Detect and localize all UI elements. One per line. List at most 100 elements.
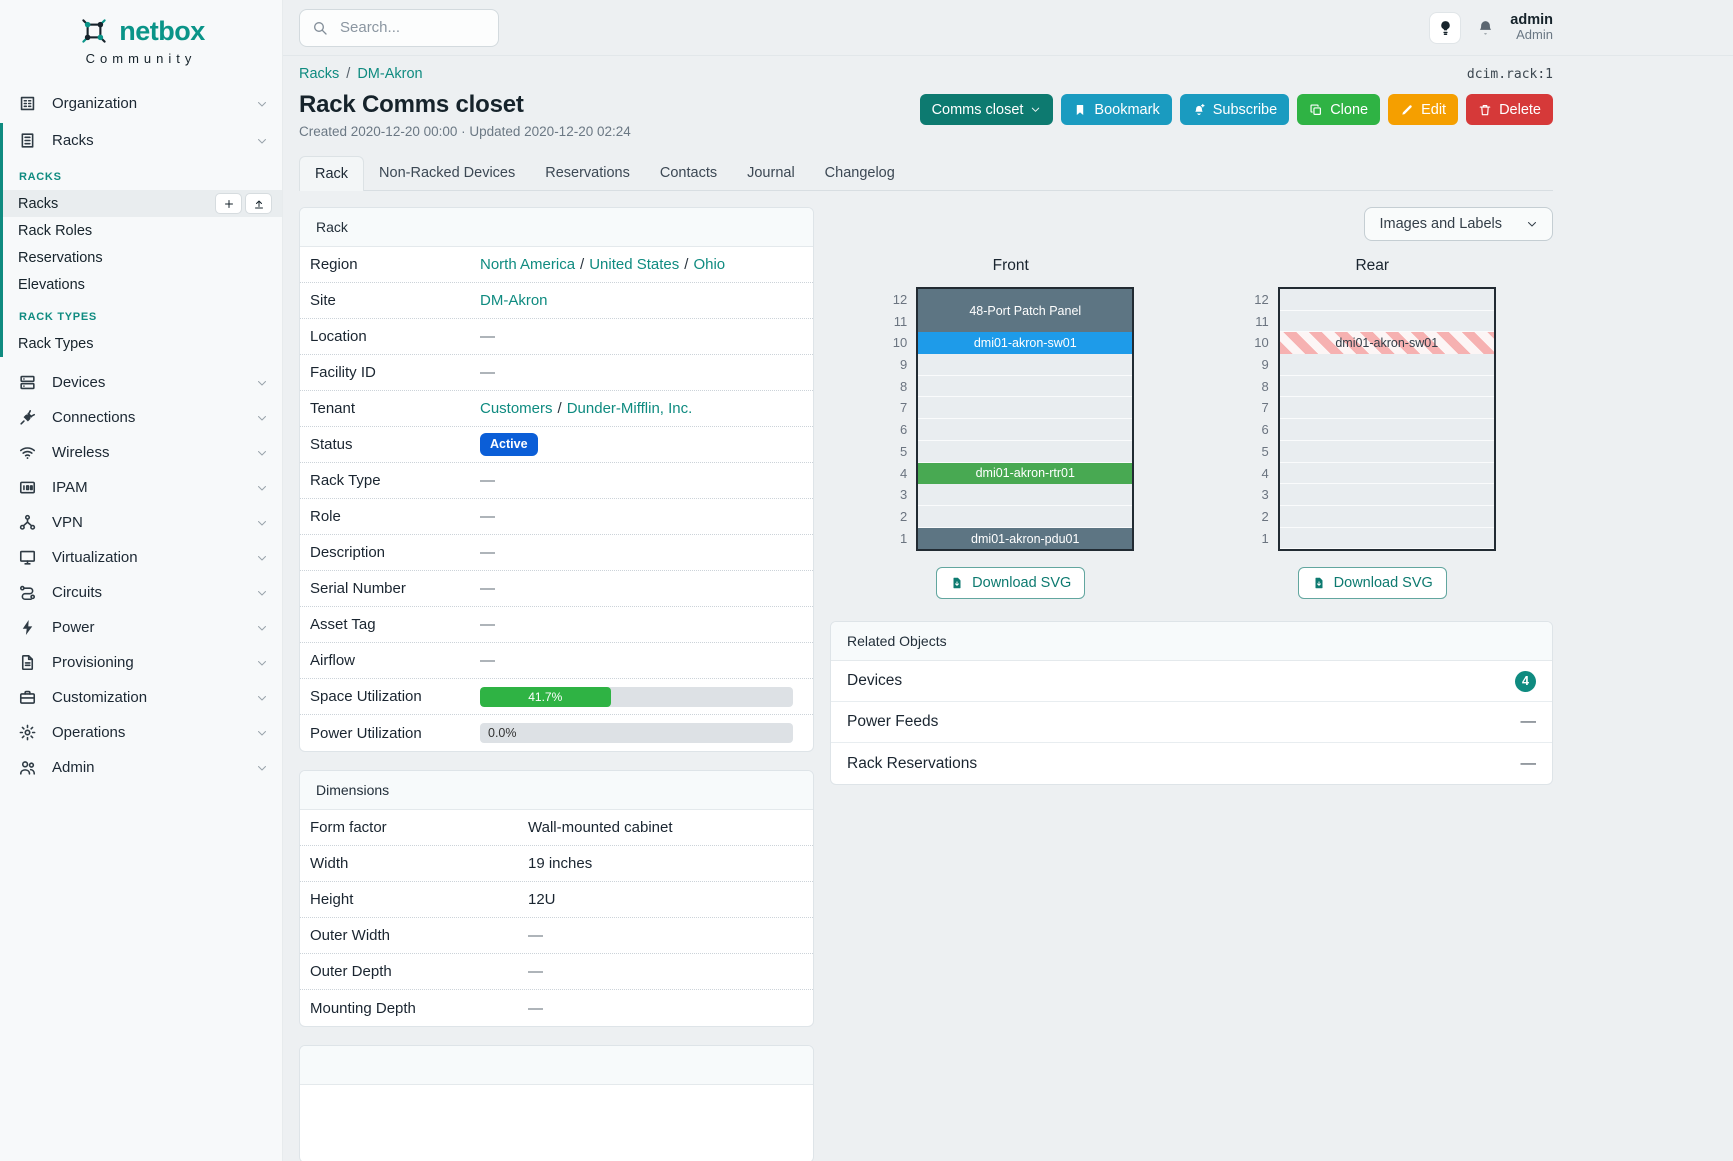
bookmark-button[interactable]: Bookmark bbox=[1061, 94, 1172, 125]
sidebar-item-admin[interactable]: Admin bbox=[0, 750, 282, 785]
unit-number: 8 bbox=[1261, 378, 1269, 394]
search-input[interactable] bbox=[338, 18, 486, 37]
plus-button[interactable] bbox=[215, 193, 242, 214]
rack-device-48-port-patch-panel[interactable]: 48-Port Patch Panel bbox=[918, 289, 1133, 333]
user-menu[interactable]: admin Admin bbox=[1510, 12, 1553, 44]
unit-number: 2 bbox=[1261, 508, 1269, 524]
field-row-tenant: Tenant Customers / Dunder-Mifflin, Inc. bbox=[300, 391, 813, 427]
sidebar-subitem-elevations[interactable]: Elevations bbox=[18, 276, 85, 293]
clone-button[interactable]: Clone bbox=[1297, 94, 1381, 125]
rack-panel: Rack Region North America / United States / O… bbox=[299, 207, 814, 752]
images-and-labels-dropdown[interactable]: Images and Labels bbox=[1364, 207, 1553, 241]
value-link[interactable]: Ohio bbox=[693, 256, 726, 273]
field-row-outer-width: Outer Width — bbox=[300, 918, 813, 954]
rack-device-dmi01-akron-rtr01[interactable]: dmi01-akron-rtr01 bbox=[918, 462, 1133, 485]
field-row-form-factor: Form factor Wall-mounted cabinet bbox=[300, 810, 813, 846]
chevron-down-icon bbox=[256, 622, 268, 634]
sidebar-item-connections[interactable]: Connections bbox=[0, 400, 282, 435]
field-row-rack-type: Rack Type — bbox=[300, 463, 813, 499]
file-download-icon bbox=[950, 576, 964, 590]
bookmark-icon bbox=[1073, 103, 1087, 117]
empty-rack-unit bbox=[1279, 440, 1494, 463]
unit-number: 12 bbox=[1254, 292, 1269, 307]
sidebar-item-virtualization[interactable]: Virtualization bbox=[0, 540, 282, 575]
tab-journal[interactable]: Journal bbox=[747, 165, 795, 181]
field-row-outer-depth: Outer Depth — bbox=[300, 954, 813, 990]
topbar: admin Admin bbox=[283, 0, 1733, 56]
netbox-logo-icon bbox=[77, 14, 111, 48]
sidebar-item-circuits[interactable]: Circuits bbox=[0, 575, 282, 610]
file-icon bbox=[18, 653, 37, 672]
sidebar-item-operations[interactable]: Operations bbox=[0, 715, 282, 750]
sidebar: netbox Community Organization Racks RACKS R… bbox=[0, 0, 283, 1161]
rack-box: dmi01-akron-sw01 bbox=[1277, 287, 1496, 552]
logo-block[interactable]: netbox Community bbox=[0, 0, 282, 70]
breadcrumb-link[interactable]: Racks bbox=[299, 66, 340, 82]
unit-number: 2 bbox=[900, 508, 908, 524]
upload-button[interactable] bbox=[245, 193, 272, 214]
field-row-serial-number: Serial Number — bbox=[300, 571, 813, 607]
tab-reservations[interactable]: Reservations bbox=[545, 165, 630, 181]
trash-icon bbox=[1478, 103, 1492, 117]
value-link[interactable]: Customers bbox=[480, 400, 553, 417]
tab-non-racked-devices[interactable]: Non-Racked Devices bbox=[379, 165, 516, 181]
value-link[interactable]: DM-Akron bbox=[480, 292, 548, 309]
related-link[interactable]: Power Feeds bbox=[847, 713, 939, 731]
comms-closet-button[interactable]: Comms closet bbox=[919, 94, 1054, 125]
gear-icon bbox=[18, 723, 37, 742]
monitor-icon bbox=[18, 548, 37, 567]
sidebar-subitem-rack-roles[interactable]: Rack Roles bbox=[18, 222, 93, 239]
related-row-power-feeds: Power Feeds — bbox=[831, 702, 1552, 744]
rack-device-dmi01-akron-pdu01[interactable]: dmi01-akron-pdu01 bbox=[918, 527, 1133, 550]
rear-elevation: Rear 12 11 10 9 8 7 6 5 4 3 2 1 dmi01-akron-sw01 Dow… bbox=[1192, 257, 1554, 600]
chevron-down-icon bbox=[256, 657, 268, 669]
rack-device-dmi01-akron-sw01[interactable]: dmi01-akron-sw01 bbox=[918, 332, 1133, 355]
sidebar-item-vpn[interactable]: VPN bbox=[0, 505, 282, 540]
sidebar-item-power[interactable]: Power bbox=[0, 610, 282, 645]
value-link[interactable]: United States bbox=[589, 256, 680, 273]
sidebar-subitem-racks[interactable]: Racks bbox=[3, 190, 282, 217]
user-role: Admin bbox=[1516, 27, 1553, 43]
subscribe-button[interactable]: Subscribe bbox=[1179, 94, 1290, 125]
tab-rack[interactable]: Rack bbox=[299, 156, 365, 191]
edit-button[interactable]: Edit bbox=[1388, 94, 1459, 125]
field-row-space-utilization: Space Utilization 41.7% bbox=[300, 679, 813, 715]
related-link[interactable]: Rack Reservations bbox=[847, 754, 978, 772]
sidebar-item-racks[interactable]: Racks bbox=[3, 123, 282, 158]
chevron-down-icon bbox=[256, 98, 268, 110]
status-badge: Active bbox=[480, 433, 538, 456]
unit-number: 12 bbox=[892, 292, 908, 307]
dimensions-panel-title: Dimensions bbox=[300, 771, 813, 810]
tab-changelog[interactable]: Changelog bbox=[824, 165, 895, 181]
download-svg-rear-button[interactable]: Download SVG bbox=[1297, 567, 1447, 600]
chevron-down-icon bbox=[256, 482, 268, 494]
sidebar-item-provisioning[interactable]: Provisioning bbox=[0, 645, 282, 680]
breadcrumb-link[interactable]: DM-Akron bbox=[357, 66, 423, 82]
sidebar-item-organization[interactable]: Organization bbox=[0, 86, 282, 121]
rack-device-dmi01-akron-sw01[interactable]: dmi01-akron-sw01 bbox=[1279, 332, 1494, 355]
search-box[interactable] bbox=[299, 8, 499, 47]
page-content: Racks / DM-Akron dcim.rack:1 Rack Comms cl… bbox=[283, 56, 1733, 1161]
main-area: admin Admin Racks/DM-Akron dcim.rack:1 R… bbox=[283, 0, 1733, 1161]
sidebar-subitem-reservations[interactable]: Reservations bbox=[18, 249, 103, 266]
page-title: Rack Comms closet bbox=[299, 91, 524, 118]
download-svg-front-button[interactable]: Download SVG bbox=[936, 567, 1086, 600]
tab-contacts[interactable]: Contacts bbox=[659, 165, 718, 181]
sidebar-subitem-rack-types[interactable]: Rack Types bbox=[18, 335, 94, 352]
delete-button[interactable]: Delete bbox=[1466, 94, 1553, 125]
sidebar-item-devices[interactable]: Devices bbox=[0, 365, 282, 400]
sidebar-item-ipam[interactable]: IPAM bbox=[0, 470, 282, 505]
sidebar-item-customization[interactable]: Customization bbox=[0, 680, 282, 715]
notifications-bell-icon[interactable] bbox=[1476, 18, 1495, 37]
unit-number: 6 bbox=[1261, 422, 1269, 438]
sidebar-item-wireless[interactable]: Wireless bbox=[0, 435, 282, 470]
value-link[interactable]: North America bbox=[480, 256, 576, 273]
unit-number: 7 bbox=[1261, 400, 1269, 416]
related-link[interactable]: Devices bbox=[847, 672, 903, 690]
empty-rack-unit bbox=[1279, 505, 1494, 528]
empty-rack-unit bbox=[918, 397, 1133, 420]
value-link[interactable]: Dunder-Mifflin, Inc. bbox=[566, 400, 693, 417]
partial-panel-header bbox=[300, 1046, 813, 1085]
field-row-role: Role — bbox=[300, 499, 813, 535]
theme-toggle-button[interactable] bbox=[1429, 11, 1462, 44]
